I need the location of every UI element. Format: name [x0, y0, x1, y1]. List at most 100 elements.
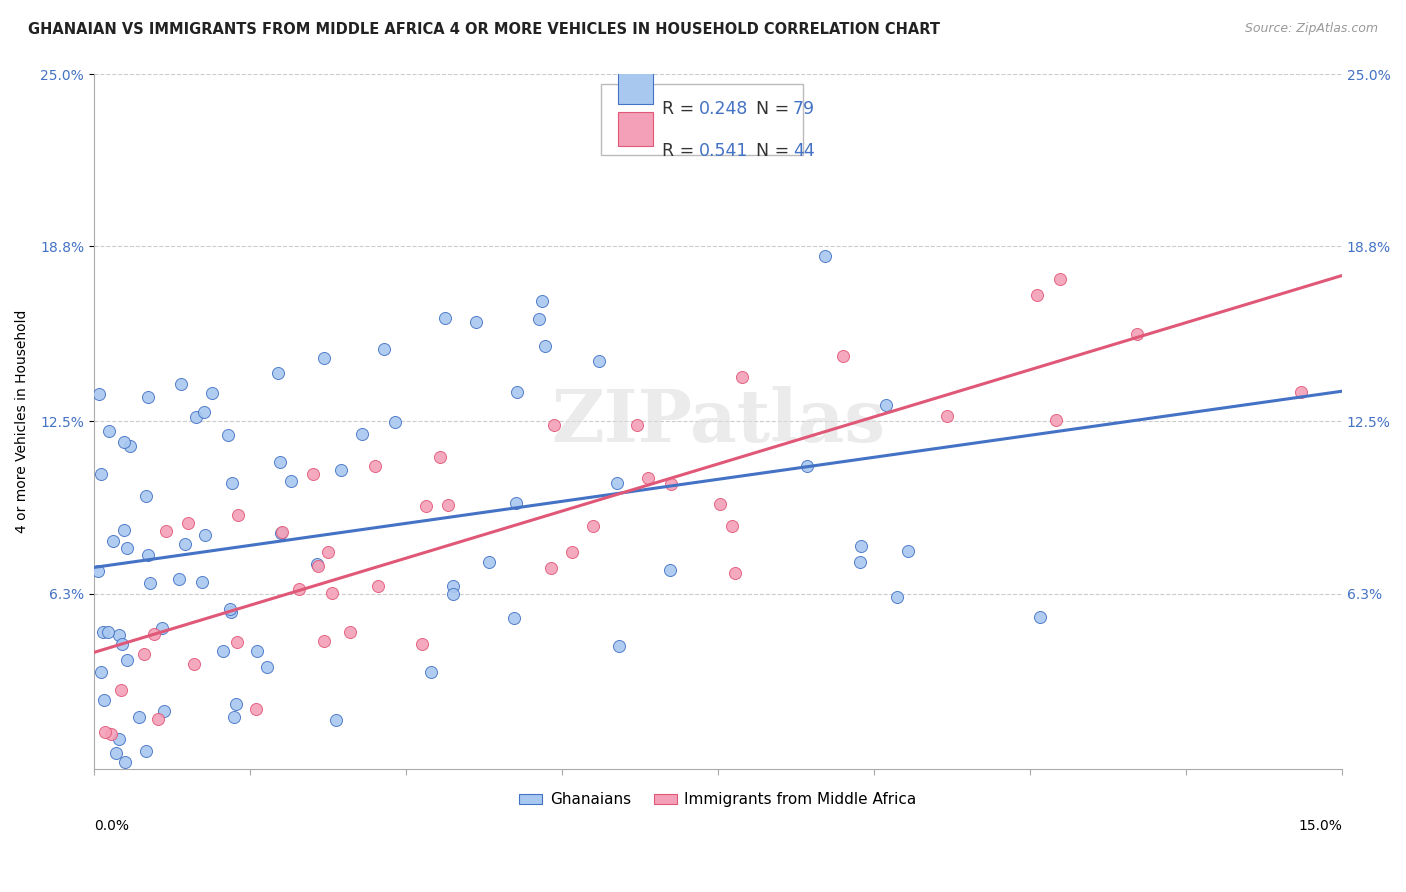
Point: [436, 499, 458, 513]
Point: [506, 385, 529, 400]
Point: [222, 710, 245, 724]
FancyBboxPatch shape: [619, 112, 654, 145]
Point: [533, 339, 555, 353]
Point: [1049, 271, 1071, 285]
Point: [606, 476, 628, 491]
Point: [128, 710, 150, 724]
Point: [364, 459, 387, 474]
Text: ZIPatlas: ZIPatlas: [551, 386, 884, 457]
Point: [464, 315, 486, 329]
Point: [117, 653, 139, 667]
Point: [384, 415, 406, 429]
Point: [287, 582, 309, 596]
Point: [415, 499, 437, 513]
Point: [443, 579, 465, 593]
Point: [219, 605, 242, 619]
Point: [420, 665, 443, 680]
Point: [183, 657, 205, 671]
Point: [112, 523, 135, 537]
Point: [93, 693, 115, 707]
Point: [505, 496, 527, 510]
Point: [90, 467, 112, 481]
Point: [1045, 413, 1067, 427]
Legend: Ghanaians, Immigrants from Middle Africa: Ghanaians, Immigrants from Middle Africa: [513, 786, 922, 814]
Point: [411, 637, 433, 651]
Text: GHANAIAN VS IMMIGRANTS FROM MIDDLE AFRICA 4 OR MORE VEHICLES IN HOUSEHOLD CORREL: GHANAIAN VS IMMIGRANTS FROM MIDDLE AFRIC…: [28, 22, 941, 37]
Point: [626, 417, 648, 432]
Point: [271, 525, 294, 540]
Point: [307, 557, 329, 571]
Point: [225, 698, 247, 712]
Point: [429, 450, 451, 464]
Point: [269, 455, 291, 469]
Text: 79: 79: [793, 101, 815, 119]
Point: [659, 477, 682, 491]
Point: [321, 586, 343, 600]
Point: [373, 342, 395, 356]
Text: N =: N =: [745, 101, 796, 119]
Point: [314, 351, 336, 365]
Point: [170, 376, 193, 391]
Point: [529, 311, 551, 326]
Point: [330, 463, 353, 477]
Point: [731, 369, 754, 384]
Point: [225, 634, 247, 648]
Point: [561, 544, 583, 558]
Point: [226, 508, 249, 522]
Text: R =: R =: [662, 142, 700, 161]
Point: [503, 611, 526, 625]
Point: [302, 467, 325, 481]
Point: [724, 566, 747, 581]
Point: [307, 559, 329, 574]
Point: [135, 489, 157, 503]
Point: [721, 519, 744, 533]
Point: [849, 555, 872, 569]
Point: [136, 548, 159, 562]
Point: [659, 563, 682, 577]
Point: [155, 524, 177, 539]
Point: [110, 682, 132, 697]
Text: 0.248: 0.248: [699, 101, 748, 119]
Point: [98, 424, 121, 438]
Point: [1289, 384, 1312, 399]
Text: R =           N =    
      R =           N =: R = N = R = N =: [612, 95, 793, 145]
Point: [588, 354, 610, 368]
Point: [105, 746, 128, 760]
Point: [221, 476, 243, 491]
Point: [134, 744, 156, 758]
Point: [167, 572, 190, 586]
Point: [115, 541, 138, 555]
Point: [875, 398, 897, 412]
Point: [201, 385, 224, 400]
Point: [280, 474, 302, 488]
Point: [339, 624, 361, 639]
Point: [256, 660, 278, 674]
Point: [191, 575, 214, 590]
Point: [607, 640, 630, 654]
Point: [367, 579, 389, 593]
Point: [138, 390, 160, 404]
Point: [219, 602, 242, 616]
Point: [150, 621, 173, 635]
Point: [478, 555, 501, 569]
Point: [176, 516, 198, 531]
Point: [246, 644, 269, 658]
Text: Source: ZipAtlas.com: Source: ZipAtlas.com: [1244, 22, 1378, 36]
Point: [217, 427, 239, 442]
Point: [1026, 288, 1049, 302]
Point: [100, 727, 122, 741]
Point: [112, 435, 135, 450]
Point: [267, 366, 290, 380]
Point: [174, 537, 197, 551]
Point: [316, 545, 339, 559]
Point: [143, 627, 166, 641]
Text: R =: R =: [662, 101, 700, 119]
Point: [312, 634, 335, 648]
Point: [851, 540, 873, 554]
Point: [350, 426, 373, 441]
Point: [897, 544, 920, 558]
Text: 0.0%: 0.0%: [94, 819, 129, 833]
Point: [582, 518, 605, 533]
Text: 15.0%: 15.0%: [1298, 819, 1341, 833]
Text: N =: N =: [745, 142, 796, 161]
